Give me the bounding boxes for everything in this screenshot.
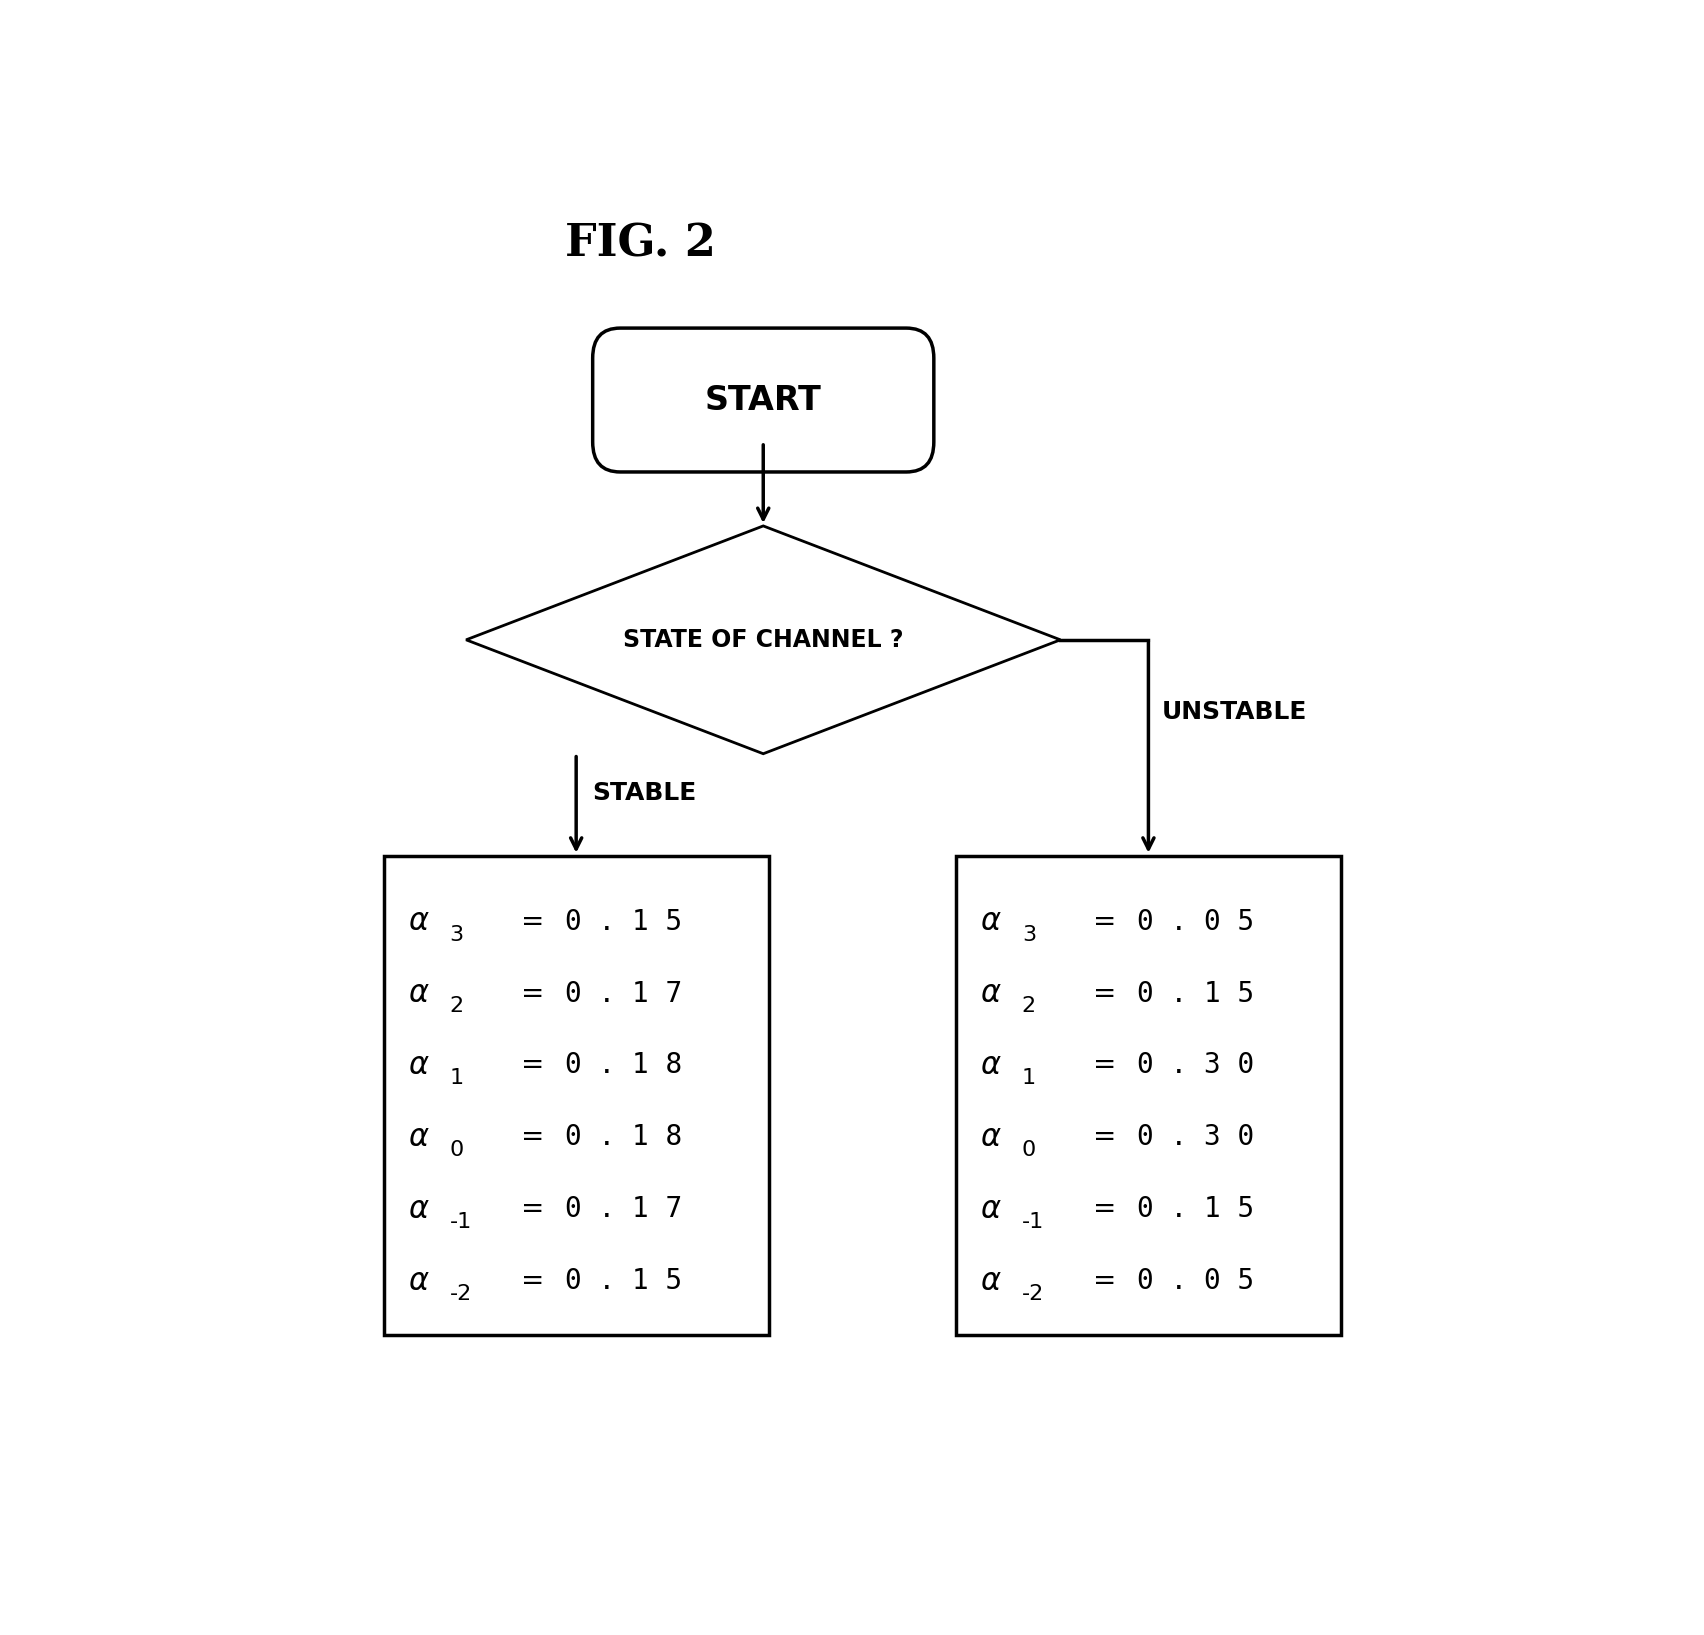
Text: =: =	[1094, 1051, 1116, 1079]
Text: =: =	[1094, 1267, 1116, 1295]
Text: 0 . 1 5: 0 . 1 5	[566, 1267, 682, 1295]
Text: 0 . 3 0: 0 . 3 0	[1138, 1123, 1254, 1151]
Text: 0 . 1 5: 0 . 1 5	[566, 907, 682, 935]
Text: $\alpha$: $\alpha$	[407, 978, 429, 1009]
Text: $\alpha$: $\alpha$	[407, 1194, 429, 1225]
Text: 0 . 1 7: 0 . 1 7	[566, 1195, 682, 1223]
Text: 0 . 1 7: 0 . 1 7	[566, 979, 682, 1007]
Text: 0 . 1 5: 0 . 1 5	[1138, 979, 1254, 1007]
Polygon shape	[467, 526, 1060, 754]
Text: $\alpha$: $\alpha$	[980, 906, 1002, 937]
Text: $\alpha$: $\alpha$	[980, 1122, 1002, 1153]
Text: =: =	[521, 907, 545, 935]
Text: 0 . 0 5: 0 . 0 5	[1138, 1267, 1254, 1295]
Text: 3: 3	[450, 924, 463, 945]
Text: =: =	[521, 979, 545, 1007]
Text: 0: 0	[450, 1140, 463, 1161]
Text: =: =	[1094, 1123, 1116, 1151]
Text: START: START	[705, 384, 821, 417]
Text: STATE OF CHANNEL ?: STATE OF CHANNEL ?	[624, 628, 903, 652]
Text: $\alpha$: $\alpha$	[407, 906, 429, 937]
Text: FIG. 2: FIG. 2	[566, 222, 716, 265]
Text: 1: 1	[1022, 1068, 1036, 1089]
Text: $\alpha$: $\alpha$	[407, 1050, 429, 1081]
Text: -1: -1	[450, 1212, 472, 1233]
Text: 3: 3	[1022, 924, 1036, 945]
Text: 0: 0	[1022, 1140, 1036, 1161]
Text: $\alpha$: $\alpha$	[980, 1194, 1002, 1225]
Text: 2: 2	[450, 996, 463, 1017]
Text: =: =	[521, 1267, 545, 1295]
Text: $\alpha$: $\alpha$	[980, 978, 1002, 1009]
Text: =: =	[521, 1123, 545, 1151]
Text: =: =	[1094, 907, 1116, 935]
Text: STABLE: STABLE	[593, 780, 697, 804]
Bar	[383, 855, 769, 1336]
Text: $\alpha$: $\alpha$	[980, 1265, 1002, 1297]
Text: =: =	[1094, 1195, 1116, 1223]
FancyBboxPatch shape	[593, 329, 934, 473]
Text: 0 . 1 8: 0 . 1 8	[566, 1123, 682, 1151]
Text: $\alpha$: $\alpha$	[407, 1265, 429, 1297]
Text: UNSTABLE: UNSTABLE	[1162, 700, 1307, 724]
Text: 0 . 3 0: 0 . 3 0	[1138, 1051, 1254, 1079]
Text: =: =	[1094, 979, 1116, 1007]
Text: =: =	[521, 1051, 545, 1079]
Text: 1: 1	[450, 1068, 463, 1089]
Text: -2: -2	[450, 1283, 472, 1305]
Text: 0 . 1 8: 0 . 1 8	[566, 1051, 682, 1079]
Bar	[956, 855, 1341, 1336]
Text: 0 . 0 5: 0 . 0 5	[1138, 907, 1254, 935]
Text: $\alpha$: $\alpha$	[980, 1050, 1002, 1081]
Text: 2: 2	[1022, 996, 1036, 1017]
Text: $\alpha$: $\alpha$	[407, 1122, 429, 1153]
Text: =: =	[521, 1195, 545, 1223]
Text: 0 . 1 5: 0 . 1 5	[1138, 1195, 1254, 1223]
Text: -1: -1	[1022, 1212, 1045, 1233]
Text: -2: -2	[1022, 1283, 1045, 1305]
